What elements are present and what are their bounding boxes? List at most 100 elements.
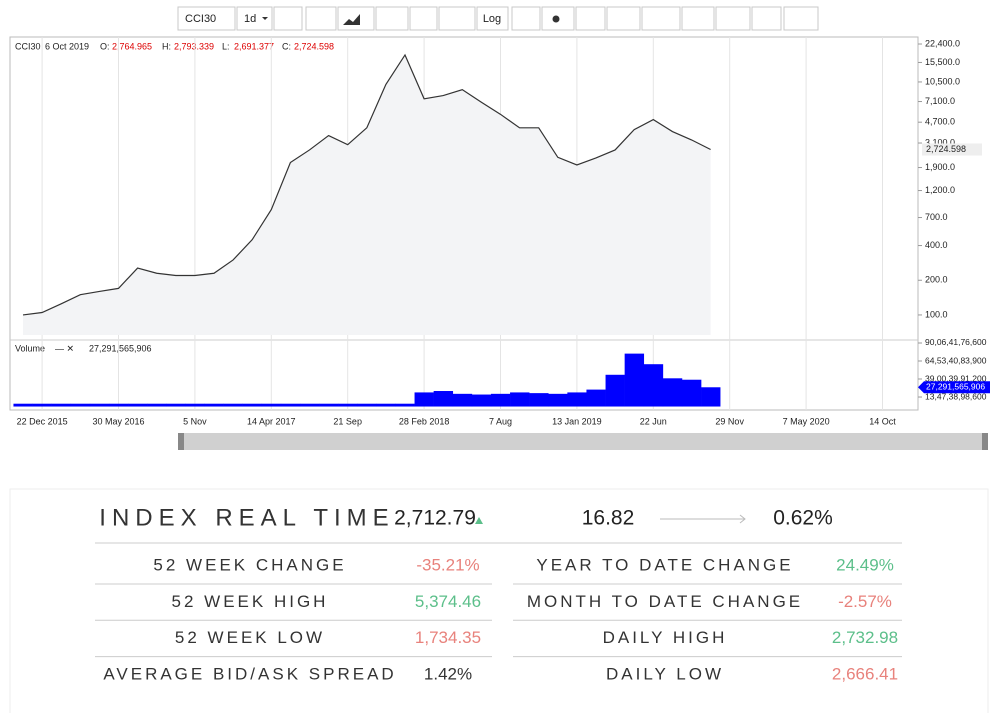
last-price-flag <box>922 143 982 156</box>
symbol: CCI30 <box>185 13 216 25</box>
cursor-button[interactable] <box>375 6 409 31</box>
last-volume-flag <box>918 381 990 394</box>
ohlc-label: H: <box>162 41 171 51</box>
scrollbar[interactable] <box>178 433 988 450</box>
ohlc-value: 2,793.339 <box>174 41 214 51</box>
stat-label: 52 WEEK HIGH <box>172 592 329 611</box>
y-tick-label: 10,500.0 <box>925 76 960 86</box>
stat-value: -35.21% <box>416 555 479 574</box>
volume-value: 27,291,565,906 <box>89 343 152 353</box>
area-icon <box>343 14 360 25</box>
index-change-pct: 0.62% <box>773 507 833 530</box>
volume-bar <box>548 393 568 407</box>
stat-value: 1,734.35 <box>415 628 481 647</box>
volume-bar <box>70 403 91 407</box>
indicator-button[interactable] <box>273 6 303 31</box>
y-tick-label: 1,200.0 <box>925 185 955 195</box>
y-tick-label: 200.0 <box>925 275 948 285</box>
y-tick-label: 22,400.0 <box>925 38 960 48</box>
x-tick-label: 22 Jun <box>640 416 667 426</box>
volume-bar <box>643 364 664 407</box>
toolbar: CCI30 1d Log <box>177 6 819 31</box>
header-symbol: CCI30 <box>15 41 41 51</box>
ohlc-label: C: <box>282 41 291 51</box>
x-tick-label: 13 Jan 2019 <box>552 416 602 426</box>
visibility-button[interactable] <box>438 6 476 31</box>
x-tick-label: 21 Sep <box>333 416 362 426</box>
y-tick-label: 15,500.0 <box>925 57 960 67</box>
volume-bar <box>529 393 549 407</box>
change-arrow <box>660 514 746 524</box>
zoom-button[interactable] <box>409 6 438 31</box>
volume-bar <box>624 353 645 407</box>
y-tick-label: 700.0 <box>925 212 948 222</box>
stat-label: DAILY HIGH <box>603 628 728 647</box>
channel-button[interactable] <box>641 6 681 31</box>
ohlc-label: O: <box>100 41 110 51</box>
y2-tick-label: 90,06,41,76,600 <box>925 337 987 347</box>
volume-bar <box>166 403 186 407</box>
stat-value: 24.49% <box>836 555 894 574</box>
fib-button[interactable] <box>606 6 641 31</box>
draw-button[interactable] <box>305 6 337 31</box>
volume-label: Volume <box>15 343 45 353</box>
volume-controls[interactable]: — ✕ <box>55 343 74 353</box>
y-tick-label: 3,100.0 <box>925 137 955 147</box>
x-tick-label: 28 Feb 2018 <box>399 416 450 426</box>
volume-bar <box>395 403 415 407</box>
stat-label: YEAR TO DATE CHANGE <box>536 555 793 574</box>
stat-label: DAILY LOW <box>606 664 724 683</box>
volume-bar <box>108 403 129 407</box>
stat-label: 52 WEEK LOW <box>175 628 325 647</box>
volume-bar <box>357 403 377 407</box>
ohlc-label: L: <box>222 41 230 51</box>
volume-bar <box>32 403 52 407</box>
volume-bar <box>567 392 587 407</box>
interval-button[interactable] <box>236 6 273 31</box>
chart-type-button[interactable] <box>337 6 375 31</box>
price-line <box>22 53 711 316</box>
volume-bar <box>204 403 224 407</box>
symbol-box[interactable] <box>177 6 236 31</box>
volume-bar <box>662 378 683 407</box>
y-tick-label: 4,700.0 <box>925 117 955 127</box>
area-fill <box>23 54 711 335</box>
scroll-handle[interactable] <box>982 433 988 450</box>
layout-button[interactable] <box>783 6 819 31</box>
stats-title: INDEX REAL TIME <box>99 504 394 531</box>
y2-tick-label: 39,00,39,91,200 <box>925 373 987 383</box>
x-tick-label: 14 Apr 2017 <box>247 416 296 426</box>
up-arrow <box>475 517 483 524</box>
log-button[interactable] <box>476 6 509 31</box>
stat-value: -2.57% <box>838 592 892 611</box>
dot-icon <box>552 15 560 23</box>
interval: 1d <box>244 13 256 25</box>
volume-bar <box>471 394 492 407</box>
x-tick-label: 29 Nov <box>715 416 744 426</box>
clear-button[interactable] <box>715 6 751 31</box>
x-tick-label: 30 May 2016 <box>92 416 144 426</box>
dropdown-icon <box>262 17 268 20</box>
volume-bar <box>490 393 511 407</box>
stats-card <box>9 488 989 713</box>
volume-bar <box>319 403 339 407</box>
log-label: Log <box>483 13 501 25</box>
volume-bar <box>414 392 434 407</box>
volume-bar <box>299 403 320 407</box>
snapshot-button[interactable] <box>751 6 782 31</box>
volume-bar <box>13 403 33 407</box>
index-price: 2,712.79 <box>394 507 476 530</box>
x-tick-label: 7 May 2020 <box>783 416 830 426</box>
pen-button[interactable] <box>511 6 541 31</box>
scroll-handle[interactable] <box>178 433 184 450</box>
last-volume-label: 27,291,565,906 <box>926 382 985 392</box>
volume-bar <box>681 379 702 407</box>
text-button[interactable] <box>681 6 715 31</box>
line-button[interactable] <box>575 6 606 31</box>
stat-value: 2,732.98 <box>832 628 898 647</box>
volume-bar <box>510 392 530 407</box>
x-tick-label: 5 Nov <box>183 416 207 426</box>
volume-bar <box>701 387 721 407</box>
x-tick-label: 22 Dec 2015 <box>17 416 68 426</box>
